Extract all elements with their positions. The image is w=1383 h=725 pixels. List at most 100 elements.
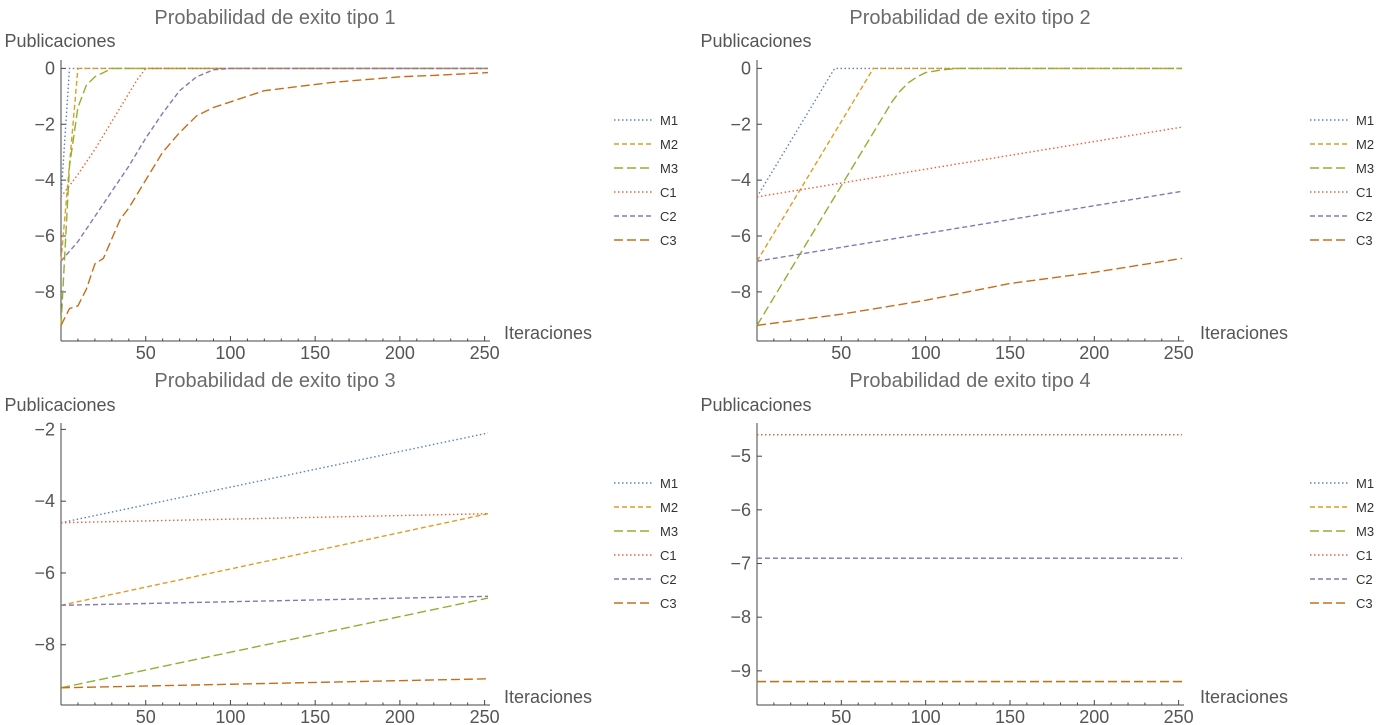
x-tick-label: 100: [215, 707, 245, 725]
legend: M1 M2 M3 C1 C2 C3: [614, 113, 678, 248]
series-line-m1: [60, 432, 489, 524]
x-tick-label: 200: [385, 343, 415, 363]
x-tick-label: 50: [136, 343, 156, 363]
x-axis-label: Iteraciones: [1200, 687, 1288, 707]
legend-label-m3: M3: [660, 524, 678, 539]
series-line-c1: [60, 67, 488, 198]
chart-panel-3: Probabilidad de exito tipo 3 Publicacione…: [4, 370, 678, 725]
y-tick-label: −5: [730, 446, 751, 466]
series-line-c3: [60, 678, 489, 689]
y-tick-label: −7: [730, 554, 751, 574]
chart-title: Probabilidad de exito tipo 4: [849, 370, 1090, 392]
x-tick-label: 50: [831, 707, 851, 725]
x-tick-label: 100: [911, 343, 941, 363]
x-tick-label: 250: [1164, 707, 1194, 725]
x-tick-label: 50: [831, 343, 851, 363]
legend-label-m1: M1: [660, 113, 678, 128]
x-tick-label: 150: [300, 707, 330, 725]
legend-label-c2: C2: [660, 209, 677, 224]
y-tick-label: −2: [34, 114, 55, 134]
y-axis-label: Publicaciones: [700, 31, 811, 51]
legend-label-c1: C1: [660, 185, 677, 200]
legend-label-c2: C2: [1356, 572, 1373, 587]
legend-label-m2: M2: [1356, 137, 1374, 152]
series-line-c2: [60, 67, 488, 262]
y-axis-label: Publicaciones: [4, 395, 115, 415]
series-line-c3: [756, 257, 1183, 327]
x-tick-label: 100: [215, 343, 245, 363]
x-tick-label: 200: [1079, 707, 1109, 725]
y-tick-label: −4: [730, 170, 751, 190]
x-tick-label: 250: [470, 343, 500, 363]
legend-label-c1: C1: [660, 548, 677, 563]
x-axis-label: Iteraciones: [1200, 323, 1288, 343]
legend-label-c3: C3: [1356, 233, 1373, 248]
series-line-m2: [60, 67, 488, 262]
legend-label-m1: M1: [1356, 476, 1374, 491]
chart-panel-4: Probabilidad de exito tipo 4 Publicacione…: [700, 370, 1374, 725]
y-tick-label: −4: [34, 491, 55, 511]
series-line-m2: [756, 67, 1182, 262]
y-tick-label: −6: [730, 500, 751, 520]
legend: M1 M2 M3 C1 C2 C3: [1310, 476, 1374, 611]
legend-label-m3: M3: [660, 161, 678, 176]
legend-label-m2: M2: [1356, 500, 1374, 515]
series-line-m3: [60, 67, 488, 326]
y-tick-label: −4: [34, 170, 55, 190]
y-tick-label: −9: [730, 661, 751, 681]
chart-panel-2: Probabilidad de exito tipo 2 Publicacione…: [700, 7, 1374, 363]
y-tick-label: −6: [34, 226, 55, 246]
x-tick-label: 50: [136, 707, 156, 725]
series-line-c1: [756, 126, 1183, 198]
legend: M1 M2 M3 C1 C2 C3: [1310, 113, 1374, 248]
legend-label-c3: C3: [1356, 596, 1373, 611]
y-tick-label: 0: [45, 58, 55, 78]
y-tick-label: −2: [730, 114, 751, 134]
y-tick-label: −6: [34, 563, 55, 583]
legend-label-m1: M1: [660, 476, 678, 491]
x-tick-label: 200: [1079, 343, 1109, 363]
x-axis-label: Iteraciones: [504, 687, 592, 707]
chart-title: Probabilidad de exito tipo 1: [154, 7, 395, 29]
series-line-m3: [60, 597, 489, 689]
legend-label-m2: M2: [660, 500, 678, 515]
y-tick-label: −8: [730, 282, 751, 302]
legend-label-m1: M1: [1356, 113, 1374, 128]
x-tick-label: 250: [1164, 343, 1194, 363]
series-line-m1: [756, 67, 1182, 198]
x-tick-label: 100: [911, 707, 941, 725]
legend-label-c2: C2: [1356, 209, 1373, 224]
series-line-m1: [60, 67, 488, 197]
y-tick-label: −6: [730, 226, 751, 246]
y-tick-label: −8: [730, 607, 751, 627]
y-axis-label: Publicaciones: [4, 31, 115, 51]
legend-label-m3: M3: [1356, 161, 1374, 176]
series-line-c3: [60, 71, 489, 326]
x-tick-label: 250: [470, 707, 500, 725]
x-tick-label: 200: [385, 707, 415, 725]
chart-panel-1: Probabilidad de exito tipo 1 Publicacione…: [4, 7, 678, 363]
chart-title: Probabilidad de exito tipo 2: [849, 7, 1090, 29]
legend-label-m3: M3: [1356, 524, 1374, 539]
y-tick-label: −8: [34, 282, 55, 302]
y-tick-label: 0: [741, 58, 751, 78]
x-tick-label: 150: [995, 343, 1025, 363]
legend-label-m2: M2: [660, 137, 678, 152]
series-line-m2: [60, 513, 489, 606]
y-axis-label: Publicaciones: [700, 395, 811, 415]
chart-title: Probabilidad de exito tipo 3: [154, 370, 395, 392]
series-line-c2: [756, 190, 1183, 262]
series-line-c1: [60, 513, 489, 524]
y-tick-label: −2: [34, 419, 55, 439]
legend-label-c2: C2: [660, 572, 677, 587]
series-line-c2: [60, 595, 489, 606]
x-tick-label: 150: [995, 707, 1025, 725]
series-line-m3: [756, 67, 1182, 326]
legend-label-c3: C3: [660, 233, 677, 248]
legend-label-c3: C3: [660, 596, 677, 611]
legend-label-c1: C1: [1356, 185, 1373, 200]
legend: M1 M2 M3 C1 C2 C3: [614, 476, 678, 611]
legend-label-c1: C1: [1356, 548, 1373, 563]
x-tick-label: 150: [300, 343, 330, 363]
